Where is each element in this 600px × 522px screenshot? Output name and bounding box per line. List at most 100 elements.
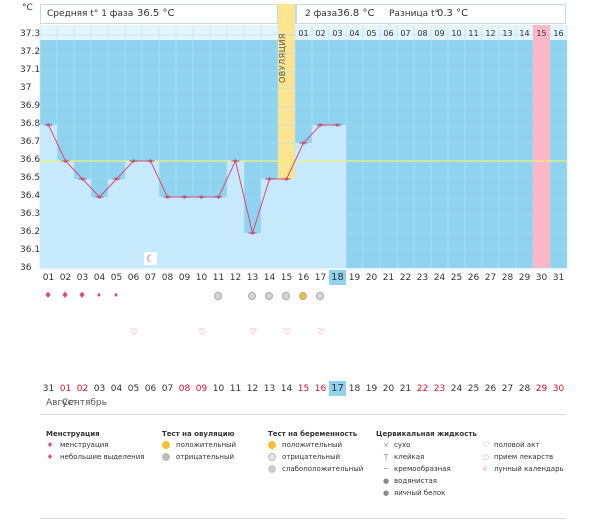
pregnancy-positive-icon: [268, 441, 276, 449]
date-label[interactable]: 08: [178, 384, 191, 394]
value-fill-bar: [210, 197, 227, 268]
date-label[interactable]: 22: [416, 384, 429, 394]
drop-icon[interactable]: ♦: [78, 291, 87, 301]
date-label[interactable]: 14: [280, 384, 293, 394]
y-tick-label: 36.3: [20, 209, 41, 219]
y-tick-label: 37.2: [20, 47, 41, 57]
value-fill-bar: [244, 233, 261, 268]
date-label[interactable]: 24: [450, 384, 463, 394]
negative-test-icon[interactable]: [265, 292, 273, 300]
day-label[interactable]: 23: [416, 273, 429, 283]
value-fill-bar: [261, 179, 278, 268]
legend-menstruation-item: менструация: [60, 441, 109, 449]
day-label[interactable]: 06: [127, 273, 140, 283]
heart-icon[interactable]: ♡: [197, 328, 207, 338]
date-label[interactable]: 07: [161, 384, 174, 394]
day-label[interactable]: 21: [382, 273, 395, 283]
date-label[interactable]: 13: [263, 384, 276, 394]
date-label[interactable]: 18: [348, 384, 361, 394]
date-label[interactable]: 09: [195, 384, 208, 394]
date-label[interactable]: 03: [93, 384, 106, 394]
small-drop-icon[interactable]: ♦: [96, 292, 102, 299]
date-label[interactable]: 11: [229, 384, 242, 394]
day-label[interactable]: 19: [348, 273, 361, 283]
date-label[interactable]: 15: [297, 384, 310, 394]
heart-icon[interactable]: ♡: [129, 328, 139, 338]
negative-test-icon[interactable]: [248, 292, 256, 300]
day-label[interactable]: 17: [314, 273, 327, 283]
negative-test-icon[interactable]: [282, 292, 290, 300]
date-label[interactable]: 12: [246, 384, 259, 394]
date-label[interactable]: 26: [484, 384, 497, 394]
day-label[interactable]: 30: [535, 273, 548, 283]
day-label[interactable]: 04: [93, 273, 106, 283]
moon-icon: ☾: [482, 465, 490, 473]
cycle-day-number: 02: [315, 29, 325, 38]
day-label[interactable]: 08: [161, 273, 174, 283]
y-tick-label: 36.5: [20, 173, 41, 183]
day-label[interactable]: 29: [518, 273, 531, 283]
date-label[interactable]: 28: [518, 384, 531, 394]
date-label[interactable]: 16: [314, 384, 327, 394]
legend-other-item: лунный календарь: [494, 465, 564, 473]
date-label[interactable]: 04: [110, 384, 123, 394]
date-label[interactable]: 25: [467, 384, 480, 394]
heart-icon[interactable]: ♡: [248, 328, 258, 338]
date-label[interactable]: 21: [399, 384, 412, 394]
day-label[interactable]: 01: [42, 273, 55, 283]
day-label[interactable]: 02: [59, 273, 72, 283]
drop-icon[interactable]: ♦: [61, 291, 70, 301]
day-label[interactable]: 26: [467, 273, 480, 283]
heart-icon[interactable]: ♡: [316, 328, 326, 338]
date-label[interactable]: 30: [552, 384, 565, 394]
day-label[interactable]: 22: [399, 273, 412, 283]
y-tick-label: 37.3: [20, 29, 41, 39]
date-label[interactable]: 06: [144, 384, 157, 394]
day-label[interactable]: 28: [501, 273, 514, 283]
small-drop-icon[interactable]: ♦: [113, 292, 119, 299]
temperature-point: [199, 195, 204, 199]
negative-test-icon[interactable]: [316, 292, 324, 300]
date-label[interactable]: 01: [59, 384, 72, 394]
day-label[interactable]: 11: [212, 273, 225, 283]
drop-icon[interactable]: ♦: [44, 291, 53, 301]
day-label[interactable]: 03: [76, 273, 89, 283]
day-label[interactable]: 27: [484, 273, 497, 283]
date-label[interactable]: 27: [501, 384, 514, 394]
day-label[interactable]: 24: [433, 273, 446, 283]
day-label[interactable]: 14: [263, 273, 276, 283]
day-label[interactable]: 09: [178, 273, 191, 283]
day-label[interactable]: 13: [246, 273, 259, 283]
date-label[interactable]: 29: [535, 384, 548, 394]
heart-icon[interactable]: ♡: [282, 328, 292, 338]
day-label[interactable]: 31: [552, 273, 565, 283]
temperature-point: [80, 177, 85, 181]
temperature-point: [318, 123, 323, 127]
cycle-day-number: 13: [502, 29, 512, 38]
legend-divider: [40, 414, 566, 415]
date-label[interactable]: 31: [42, 384, 55, 394]
day-label[interactable]: 25: [450, 273, 463, 283]
date-label[interactable]: 17: [329, 381, 346, 396]
phase1-value: 36.5 °C: [137, 8, 175, 19]
day-label[interactable]: 15: [280, 273, 293, 283]
day-label[interactable]: 16: [297, 273, 310, 283]
date-label[interactable]: 20: [382, 384, 395, 394]
date-label[interactable]: 19: [365, 384, 378, 394]
negative-test-icon[interactable]: [214, 292, 222, 300]
day-label[interactable]: 05: [110, 273, 123, 283]
day-label[interactable]: 07: [144, 273, 157, 283]
date-label[interactable]: 23: [433, 384, 446, 394]
moon-badge: [144, 252, 157, 265]
day-label[interactable]: 10: [195, 273, 208, 283]
temperature-point: [114, 177, 119, 181]
date-label[interactable]: 10: [212, 384, 225, 394]
value-fill-bar: [329, 125, 346, 268]
date-label[interactable]: 02: [76, 384, 89, 394]
day-label[interactable]: 20: [365, 273, 378, 283]
pregnancy-weak-icon: [268, 465, 276, 473]
day-label[interactable]: 18: [329, 270, 346, 285]
day-label[interactable]: 12: [229, 273, 242, 283]
positive-test-icon[interactable]: [299, 292, 307, 300]
date-label[interactable]: 05: [127, 384, 140, 394]
